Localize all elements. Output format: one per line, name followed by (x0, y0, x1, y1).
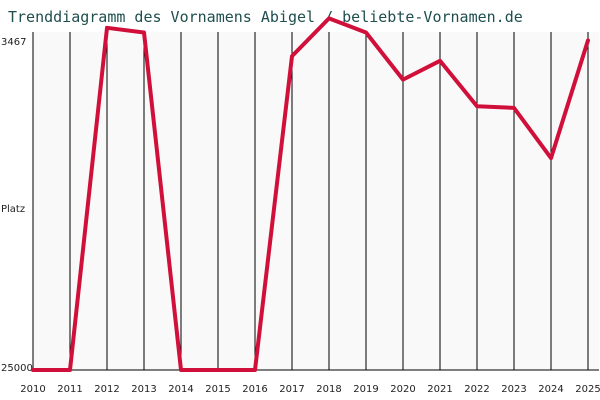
x-tick-label-2023: 2023 (501, 384, 526, 395)
x-tick-label-2016: 2016 (242, 384, 267, 395)
x-tick-label-2020: 2020 (390, 384, 415, 395)
x-tick-label-2012: 2012 (94, 384, 119, 395)
data-point-2015 (217, 369, 219, 371)
plot-background (33, 32, 599, 370)
x-tick-labels: 2010 2011 2012 2013 2014 2015 2016 2017 2018 2019… (20, 384, 600, 395)
data-point-2016 (254, 369, 256, 371)
data-point-2024 (550, 157, 552, 159)
x-tick-label-2018: 2018 (316, 384, 341, 395)
data-point-2021 (439, 60, 441, 62)
data-point-2017 (291, 55, 293, 57)
x-tick-label-2011: 2011 (57, 384, 82, 395)
data-point-2025 (587, 39, 589, 41)
x-tick-label-2025: 2025 (575, 384, 600, 395)
x-tick-label-2024: 2024 (538, 384, 563, 395)
x-tick-label-2019: 2019 (353, 384, 378, 395)
data-point-2019 (365, 32, 367, 34)
x-tick-label-2013: 2013 (131, 384, 156, 395)
data-point-2022 (476, 105, 478, 107)
y-tick-label-top: 3467 (1, 37, 26, 48)
data-point-2018 (328, 17, 330, 19)
x-tick-label-2021: 2021 (427, 384, 452, 395)
x-tick-label-2010: 2010 (20, 384, 45, 395)
data-point-2010 (32, 369, 34, 371)
x-tick-label-2022: 2022 (464, 384, 489, 395)
x-tick-label-2014: 2014 (168, 384, 193, 395)
x-tick-label-2015: 2015 (205, 384, 230, 395)
x-tick-label-2017: 2017 (279, 384, 304, 395)
data-point-2013 (143, 32, 145, 34)
vertical-grid (69, 32, 589, 370)
y-axis-label: Platz (1, 204, 25, 215)
data-point-2023 (513, 107, 515, 109)
series-line-0 (31, 16, 590, 372)
data-point-2011 (69, 369, 71, 371)
chart-title: Trenddiagramm des Vornamens Abigel / bel… (8, 8, 523, 26)
data-point-2012 (106, 27, 108, 29)
data-point-2014 (180, 369, 182, 371)
series-layer (31, 16, 590, 372)
y-tick-label-bottom: 25000 (1, 363, 33, 374)
data-point-2020 (402, 79, 404, 81)
